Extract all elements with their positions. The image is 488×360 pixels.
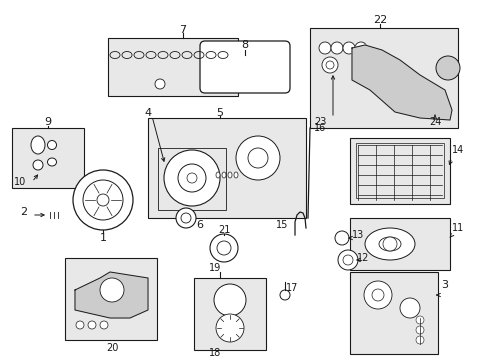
Ellipse shape [222,172,225,178]
Circle shape [214,284,245,316]
Text: 24: 24 [428,117,440,127]
Circle shape [181,213,191,223]
Circle shape [88,321,96,329]
Text: 16: 16 [313,123,325,133]
Circle shape [176,208,196,228]
Circle shape [280,290,289,300]
Text: 19: 19 [208,263,221,273]
Text: 2: 2 [20,207,27,217]
Text: 20: 20 [105,343,118,353]
Text: 22: 22 [372,15,386,25]
Text: 23: 23 [313,117,325,127]
Circle shape [415,316,423,324]
Ellipse shape [47,140,57,149]
Circle shape [371,289,383,301]
Polygon shape [75,272,148,318]
Circle shape [415,326,423,334]
Text: 12: 12 [356,253,368,263]
Bar [12,128,84,188]
Circle shape [100,278,124,302]
Circle shape [186,173,197,183]
Bar [194,278,265,350]
Circle shape [83,180,123,220]
Circle shape [97,194,109,206]
Text: 21: 21 [217,225,230,235]
Circle shape [76,321,84,329]
Text: 10: 10 [14,177,26,187]
Circle shape [330,42,342,54]
Bar [355,143,443,198]
Ellipse shape [31,136,45,154]
Circle shape [354,42,366,54]
Circle shape [318,42,330,54]
Bar [108,38,238,96]
Text: 5: 5 [216,108,223,118]
Text: 6: 6 [196,220,203,230]
Text: 17: 17 [285,283,298,293]
Circle shape [321,57,337,73]
Text: 4: 4 [144,108,151,118]
Bar [349,218,449,270]
Ellipse shape [227,172,231,178]
Polygon shape [351,45,451,120]
Ellipse shape [216,172,220,178]
Circle shape [100,321,108,329]
Circle shape [337,250,357,270]
Circle shape [217,241,230,255]
Bar [158,148,225,210]
Circle shape [236,136,280,180]
Circle shape [178,164,205,192]
Bar [148,118,305,218]
Text: 9: 9 [44,117,51,127]
Text: 18: 18 [208,348,221,358]
Bar [349,138,449,204]
Text: 14: 14 [451,145,463,155]
FancyBboxPatch shape [200,41,289,93]
Circle shape [415,336,423,344]
Text: 8: 8 [241,40,248,50]
Circle shape [209,234,238,262]
Ellipse shape [364,228,414,260]
Circle shape [163,150,220,206]
Ellipse shape [234,172,238,178]
Bar [65,258,157,340]
Circle shape [342,42,354,54]
Circle shape [247,148,267,168]
Circle shape [342,255,352,265]
Circle shape [435,56,459,80]
Text: 3: 3 [441,280,447,290]
Circle shape [216,314,244,342]
Circle shape [382,237,396,251]
Text: 11: 11 [451,223,463,233]
Circle shape [399,298,419,318]
Text: 7: 7 [179,25,186,35]
Circle shape [334,231,348,245]
Circle shape [325,61,333,69]
Text: 13: 13 [351,230,364,240]
Bar [309,28,457,128]
Text: 15: 15 [275,220,287,230]
Ellipse shape [47,158,57,166]
Bar [349,272,437,354]
Circle shape [73,170,133,230]
Ellipse shape [33,160,43,170]
Ellipse shape [378,237,400,251]
Text: 1: 1 [99,233,106,243]
Circle shape [155,79,164,89]
Circle shape [363,281,391,309]
